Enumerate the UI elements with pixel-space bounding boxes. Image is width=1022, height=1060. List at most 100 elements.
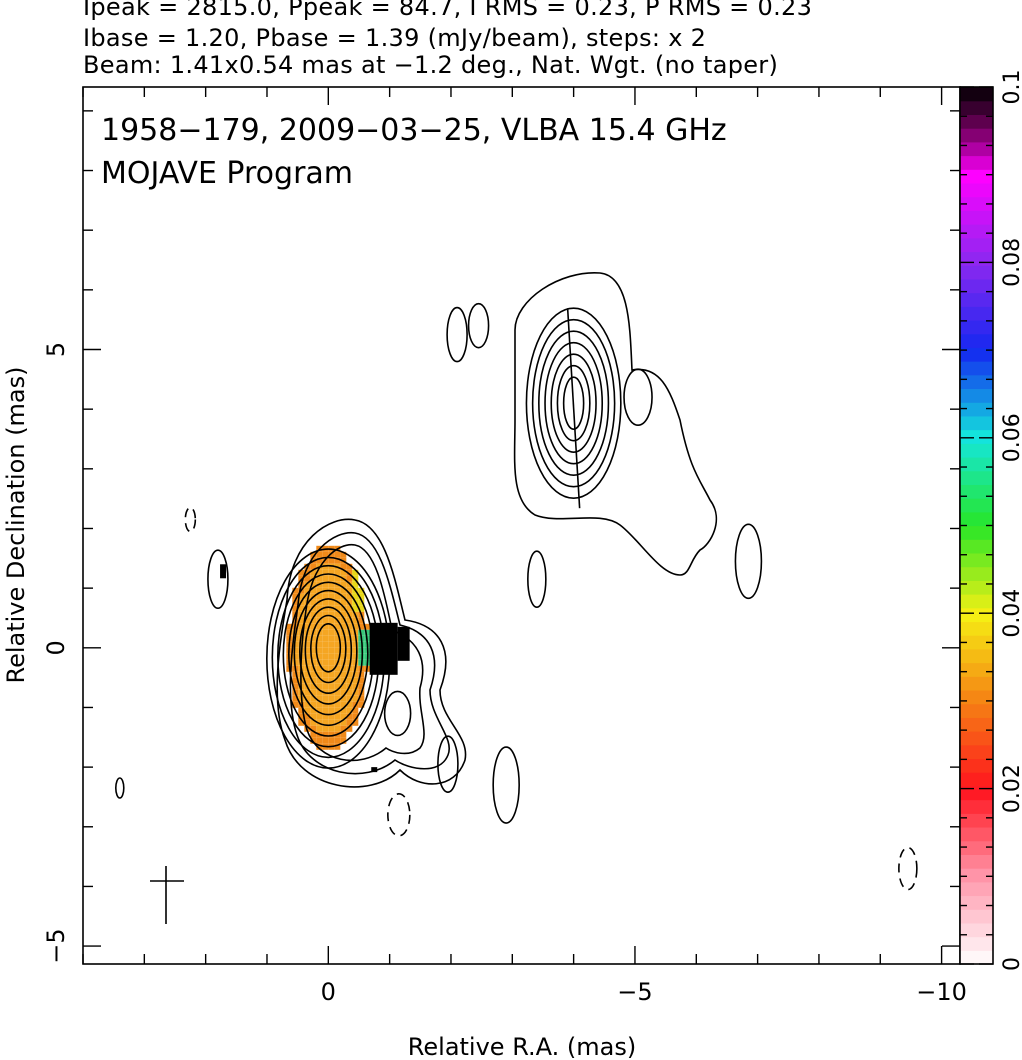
pol-cell (358, 647, 365, 654)
pol-cell (292, 653, 299, 660)
pol-cell (340, 623, 347, 630)
contour-negative (184, 506, 197, 533)
pol-cell (352, 593, 359, 600)
pol-cell (340, 737, 347, 744)
pol-cell (328, 665, 335, 672)
colorbar-segment (960, 361, 993, 376)
pol-cell (292, 683, 299, 690)
colorbar-segment (960, 662, 993, 677)
pol-cell (316, 587, 323, 594)
contour-jet (531, 318, 616, 488)
pol-cell (340, 713, 347, 720)
pol-cell (334, 701, 341, 708)
pol-cell (322, 731, 329, 738)
pol-cell (322, 563, 329, 570)
pol-cell (292, 593, 299, 600)
pol-cell (346, 623, 353, 630)
pol-cell (340, 695, 347, 702)
pol-cell (316, 683, 323, 690)
pol-cell (304, 671, 311, 678)
contour-island (446, 306, 468, 363)
pol-cell (352, 569, 359, 576)
pol-cell (304, 713, 311, 720)
contour-jet-envelope (513, 272, 718, 576)
pol-cell (310, 683, 317, 690)
colorbar-segment (960, 87, 993, 102)
colorbar-segment (960, 525, 993, 540)
pol-cell (310, 581, 317, 588)
pol-cell (310, 713, 317, 720)
colorbar-segment (960, 635, 993, 650)
colorbar-segment (960, 799, 993, 814)
pol-cell (334, 713, 341, 720)
pol-cell (304, 569, 311, 576)
pol-cell (346, 605, 353, 612)
pol-cell (328, 677, 335, 684)
pol-cell (352, 659, 359, 666)
pol-cell (352, 683, 359, 690)
pol-cell (322, 677, 329, 684)
pol-cell (358, 623, 365, 630)
x-axis-label: Relative R.A. (mas) (408, 1033, 636, 1060)
pol-cell (340, 569, 347, 576)
pol-cell (304, 617, 311, 624)
pol-cell (322, 737, 329, 744)
pol-cell (340, 611, 347, 618)
pol-cell (334, 611, 341, 618)
y-tick-label: 5 (42, 342, 70, 357)
colorbar (960, 87, 993, 965)
pol-cell (316, 689, 323, 696)
pol-cell (298, 707, 305, 714)
pol-cell (340, 599, 347, 606)
pol-cell (346, 575, 353, 582)
pol-cell (328, 659, 335, 666)
colorbar-segment (960, 456, 993, 472)
colorbar-tick-labels: 0 0.02 0.04 0.06 0.08 0.1 (1000, 70, 1022, 972)
pol-cell (322, 617, 329, 624)
pol-cell (358, 617, 365, 624)
pol-cell (286, 629, 293, 636)
pol-cell (340, 701, 347, 708)
pol-cell (340, 551, 347, 558)
contour-negative (898, 846, 918, 891)
pol-cell (358, 683, 365, 690)
pol-cell (346, 713, 353, 720)
colorbar-segment (960, 868, 993, 883)
pol-cell (352, 617, 359, 624)
pol-cell (364, 629, 371, 636)
pol-cell (328, 737, 335, 744)
pol-cell (328, 653, 335, 660)
contour-core (315, 623, 342, 673)
colorbar-segment (960, 881, 993, 897)
pol-cell (322, 581, 329, 588)
pol-cell (346, 653, 353, 660)
pol-cell (328, 641, 335, 648)
pol-cell (328, 683, 335, 690)
pol-cell (340, 587, 347, 594)
pol-cell (304, 677, 311, 684)
pol-cell (304, 605, 311, 612)
pol-cell (322, 653, 329, 660)
pol-cell (322, 641, 329, 648)
contour-jet (550, 353, 597, 453)
pol-cell (316, 611, 323, 618)
pol-cell (322, 611, 329, 618)
colorbar-segment (960, 703, 993, 718)
colorbar-segment (960, 580, 993, 595)
pol-cell (310, 641, 317, 648)
colorbar-segment (960, 909, 993, 924)
contour-core (288, 581, 369, 727)
contour-island (492, 746, 520, 824)
colorbar-segment (960, 196, 993, 211)
colorbar-segment (960, 566, 993, 581)
pol-cell (328, 635, 335, 642)
pol-cell (340, 671, 347, 678)
colorbar-segment (960, 498, 993, 513)
pol-vector (566, 308, 581, 509)
pol-cell (310, 623, 317, 630)
contour-core (277, 564, 380, 748)
pol-cell (340, 725, 347, 732)
pol-cell (310, 671, 317, 678)
pol-cell (292, 599, 299, 606)
pol-cell (328, 713, 335, 720)
